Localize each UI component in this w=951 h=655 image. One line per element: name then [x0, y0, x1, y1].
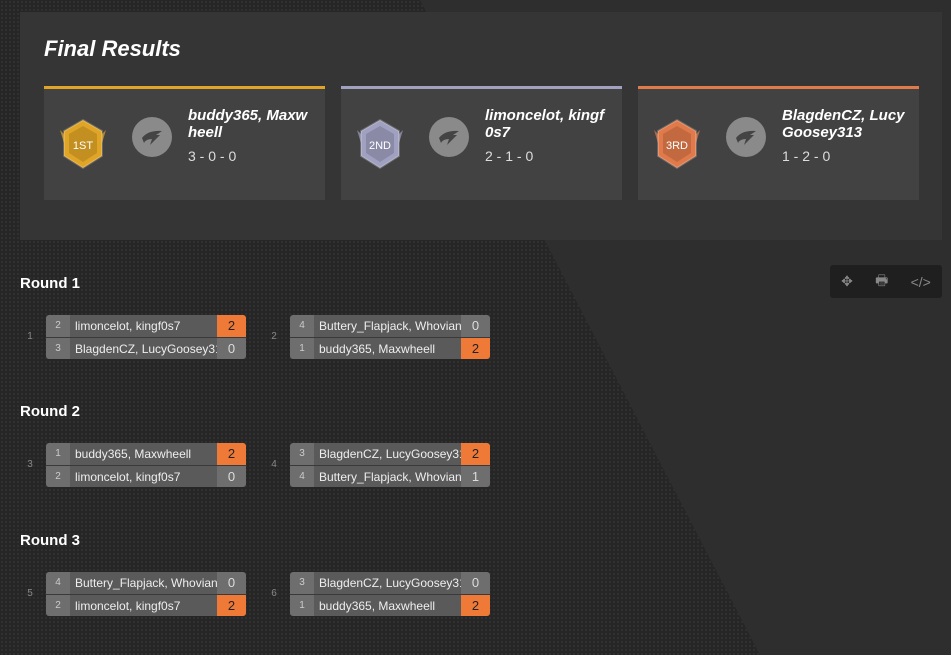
- round-heading: Round 3: [20, 532, 80, 549]
- medal-label: 3RD: [666, 140, 688, 152]
- team-record: 2 - 1 - 0: [485, 148, 534, 164]
- team-score: 2: [461, 443, 490, 465]
- match-number: 4: [271, 459, 277, 470]
- team-logo-icon: [736, 130, 756, 145]
- team-names: BlagdenCZ, LucyGoosey313: [782, 107, 905, 141]
- match-team-row[interactable]: 1 buddy365, Maxwheell 2: [46, 443, 246, 465]
- match[interactable]: 3 BlagdenCZ, LucyGoosey313 2 4 Buttery_Flapj…: [290, 443, 490, 487]
- team-score: 0: [461, 572, 490, 594]
- match-team-row[interactable]: 2 limoncelot, kingf0s7 2: [46, 315, 246, 337]
- team-name: Buttery_Flapjack, Whovian: [314, 466, 461, 487]
- team-record: 1 - 2 - 0: [782, 148, 831, 164]
- medal-icon: 2ND: [357, 118, 403, 170]
- match-number: 3: [27, 459, 33, 470]
- bracket-toolbar: ✥ 🖶 </>: [830, 265, 942, 298]
- team-logo: [132, 117, 172, 157]
- round-heading: Round 1: [20, 275, 80, 292]
- match-number: 1: [27, 331, 33, 342]
- round-heading: Round 2: [20, 403, 80, 420]
- match-team-row[interactable]: 3 BlagdenCZ, LucyGoosey313 0: [290, 572, 490, 594]
- team-name: Buttery_Flapjack, Whovian: [314, 315, 461, 337]
- match-team-row[interactable]: 3 BlagdenCZ, LucyGoosey313 2: [290, 443, 490, 465]
- team-logo-icon: [142, 130, 162, 145]
- team-seed: 4: [46, 572, 70, 594]
- team-names: buddy365, Maxwheell: [188, 107, 308, 141]
- match[interactable]: 3 BlagdenCZ, LucyGoosey313 0 1 buddy365, Max…: [290, 572, 490, 616]
- team-seed: 2: [46, 595, 70, 616]
- page-title: Final Results: [44, 36, 181, 61]
- result-card-2: 2ND limoncelot, kingf0s7 2 - 1 - 0: [341, 86, 622, 200]
- team-seed: 3: [46, 338, 70, 359]
- team-logo: [726, 117, 766, 157]
- team-names: limoncelot, kingf0s7: [485, 107, 605, 141]
- team-name: buddy365, Maxwheell: [70, 443, 217, 465]
- match-number: 6: [271, 588, 277, 599]
- team-seed: 4: [290, 315, 314, 337]
- team-seed: 2: [46, 466, 70, 487]
- team-logo: [429, 117, 469, 157]
- code-icon[interactable]: </>: [910, 273, 931, 290]
- team-seed: 4: [290, 466, 314, 487]
- match[interactable]: 2 limoncelot, kingf0s7 2 3 BlagdenCZ, LucyGo…: [46, 315, 246, 359]
- team-name: limoncelot, kingf0s7: [70, 315, 217, 337]
- match-team-row[interactable]: 3 BlagdenCZ, LucyGoosey313 0: [46, 337, 246, 359]
- result-card-3: 3RD BlagdenCZ, LucyGoosey313 1 - 2 - 0: [638, 86, 919, 200]
- team-seed: 1: [46, 443, 70, 465]
- team-score: 2: [217, 443, 246, 465]
- team-name: buddy365, Maxwheell: [314, 338, 461, 359]
- team-name: BlagdenCZ, LucyGoosey313: [70, 338, 217, 359]
- team-name: Buttery_Flapjack, Whovian: [70, 572, 217, 594]
- medal-label: 2ND: [369, 140, 391, 152]
- team-score: 1: [461, 466, 490, 487]
- team-record: 3 - 0 - 0: [188, 148, 237, 164]
- team-score: 0: [461, 315, 490, 337]
- match-number: 5: [27, 588, 33, 599]
- match-team-row[interactable]: 4 Buttery_Flapjack, Whovian 0: [290, 315, 490, 337]
- match-team-row[interactable]: 1 buddy365, Maxwheell 2: [290, 337, 490, 359]
- team-name: buddy365, Maxwheell: [314, 595, 461, 616]
- match-team-row[interactable]: 4 Buttery_Flapjack, Whovian 0: [46, 572, 246, 594]
- team-seed: 1: [290, 595, 314, 616]
- team-name: BlagdenCZ, LucyGoosey313: [314, 443, 461, 465]
- team-name: limoncelot, kingf0s7: [70, 466, 217, 487]
- match[interactable]: 4 Buttery_Flapjack, Whovian 0 2 limoncelot, …: [46, 572, 246, 616]
- medal-label: 1ST: [73, 140, 93, 152]
- team-score: 0: [217, 466, 246, 487]
- team-score: 2: [217, 315, 246, 337]
- match-team-row[interactable]: 2 limoncelot, kingf0s7 0: [46, 465, 246, 487]
- team-seed: 3: [290, 443, 314, 465]
- team-score: 0: [217, 572, 246, 594]
- team-score: 2: [461, 595, 490, 616]
- team-score: 2: [461, 338, 490, 359]
- match[interactable]: 1 buddy365, Maxwheell 2 2 limoncelot, kingf0…: [46, 443, 246, 487]
- print-icon[interactable]: 🖶: [875, 271, 889, 288]
- match-team-row[interactable]: 2 limoncelot, kingf0s7 2: [46, 594, 246, 616]
- team-seed: 2: [46, 315, 70, 337]
- team-seed: 3: [290, 572, 314, 594]
- team-score: 2: [217, 595, 246, 616]
- match-team-row[interactable]: 1 buddy365, Maxwheell 2: [290, 594, 490, 616]
- team-score: 0: [217, 338, 246, 359]
- match[interactable]: 4 Buttery_Flapjack, Whovian 0 1 buddy365, Ma…: [290, 315, 490, 359]
- medal-icon: 1ST: [60, 118, 106, 170]
- match-number: 2: [271, 331, 277, 342]
- team-seed: 1: [290, 338, 314, 359]
- team-name: BlagdenCZ, LucyGoosey313: [314, 572, 461, 594]
- team-logo-icon: [439, 130, 459, 145]
- result-card-1: 1ST buddy365, Maxwheell 3 - 0 - 0: [44, 86, 325, 200]
- final-results-panel: Final Results 1ST buddy365, Maxwheell 3 -…: [20, 12, 942, 240]
- team-name: limoncelot, kingf0s7: [70, 595, 217, 616]
- move-icon[interactable]: ✥: [841, 273, 853, 289]
- medal-icon: 3RD: [654, 118, 700, 170]
- match-team-row[interactable]: 4 Buttery_Flapjack, Whovian 1: [290, 465, 490, 487]
